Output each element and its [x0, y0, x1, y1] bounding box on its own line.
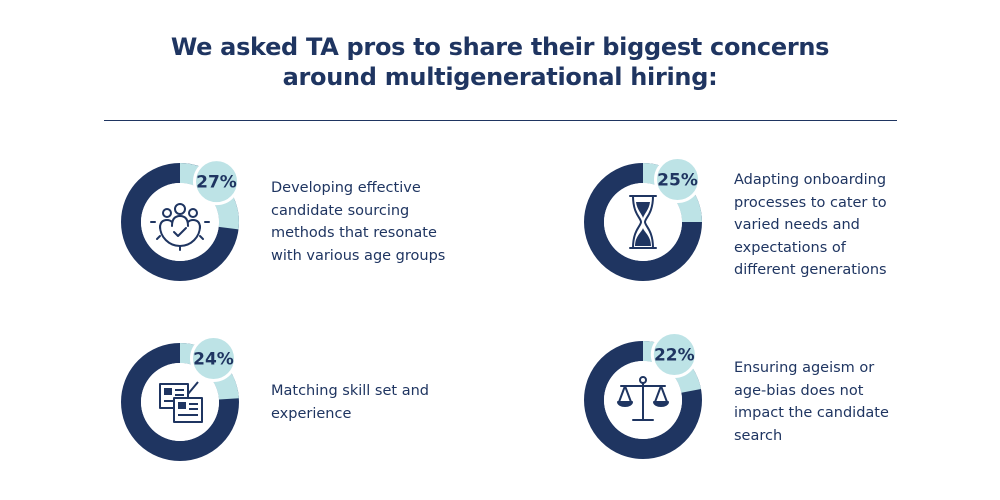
- donut-chart-ageism: 22%: [584, 331, 702, 459]
- resume-cards-icon: [159, 381, 203, 423]
- donut-chart-onboarding: 25%: [584, 155, 702, 281]
- donut-chart-sourcing: 27%: [121, 158, 241, 281]
- value-bubble-scales: [650, 331, 698, 379]
- concern-text-ageism: Ensuring ageism or age-bias does not imp…: [734, 360, 889, 444]
- value-label-people-gear: 27%: [196, 173, 237, 193]
- title-line-1: We asked TA pros to share their biggest …: [170, 33, 830, 61]
- value-label-resume-cards: 24%: [193, 349, 234, 369]
- scales-icon: [617, 376, 669, 421]
- title-divider: [104, 120, 897, 121]
- value-bubble-resume-cards: [189, 334, 237, 382]
- value-bubble-hourglass: [654, 155, 702, 203]
- title-line-2: around multigenerational hiring:: [282, 63, 718, 91]
- concern-text-onboarding: Adapting onboarding processes to cater t…: [734, 172, 887, 278]
- donut-chart-skills: 24%: [121, 334, 239, 461]
- concern-text-sourcing: Developing effective candidate sourcing …: [271, 180, 446, 264]
- value-label-hourglass: 25%: [657, 170, 698, 190]
- hourglass-icon: [629, 195, 657, 249]
- page-title: We asked TA pros to share their biggest …: [0, 32, 1000, 92]
- value-label-scales: 22%: [654, 346, 695, 366]
- concern-text-skills: Matching skill set and experience: [271, 383, 429, 422]
- donut-center-people-gear: [141, 183, 219, 261]
- value-bubble-people-gear: [193, 158, 241, 206]
- people-gear-icon: [150, 203, 210, 251]
